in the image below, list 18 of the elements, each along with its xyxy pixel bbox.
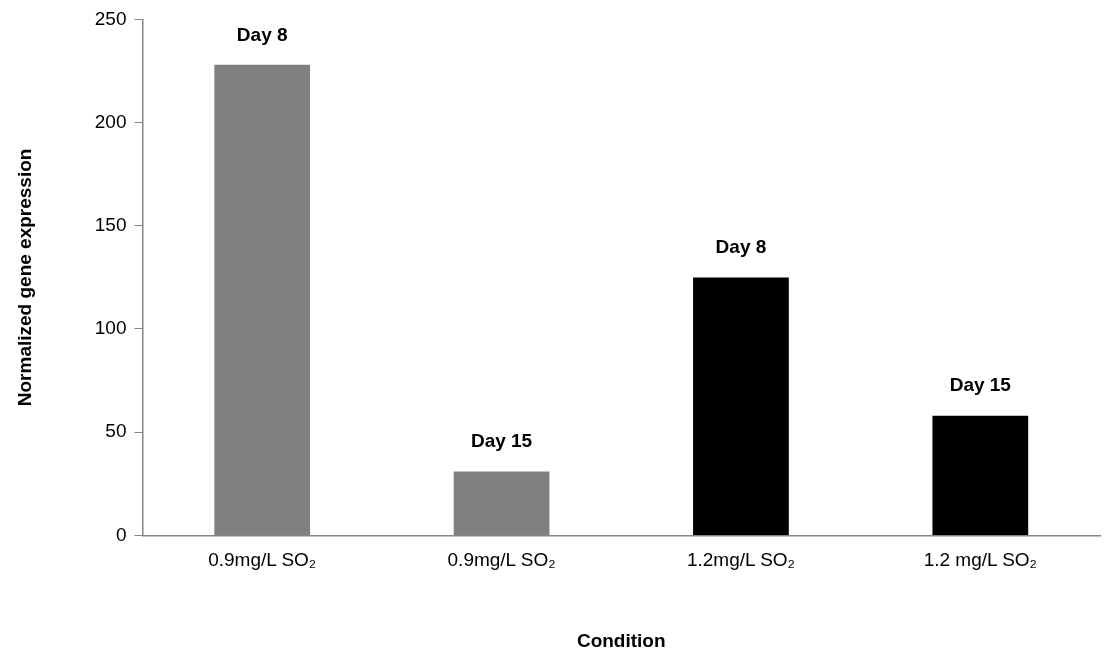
y-tick-label: 100 bbox=[94, 317, 127, 339]
x-axis-title: Condition bbox=[576, 629, 666, 651]
y-axis-title: Normalized gene expression bbox=[13, 148, 35, 407]
data-label: Day 15 bbox=[949, 374, 1012, 396]
y-tick-label: 50 bbox=[105, 420, 127, 442]
x-tick-label: 0.9mg/L SO₂ bbox=[447, 549, 556, 571]
y-tick-label: 200 bbox=[94, 110, 127, 132]
x-tick-label: 1.2 mg/L SO₂ bbox=[923, 549, 1037, 571]
data-label: Day 8 bbox=[715, 236, 767, 258]
y-tick-label: 0 bbox=[115, 523, 127, 545]
y-tick-label: 250 bbox=[94, 7, 127, 29]
data-label: Day 8 bbox=[236, 23, 288, 45]
data-label: Day 15 bbox=[470, 430, 533, 452]
x-tick-label: 1.2mg/L SO₂ bbox=[686, 549, 795, 571]
x-tick-label: 0.9mg/L SO₂ bbox=[208, 549, 317, 571]
bar bbox=[693, 277, 789, 535]
bar bbox=[932, 415, 1029, 535]
y-tick-label: 150 bbox=[94, 214, 127, 236]
